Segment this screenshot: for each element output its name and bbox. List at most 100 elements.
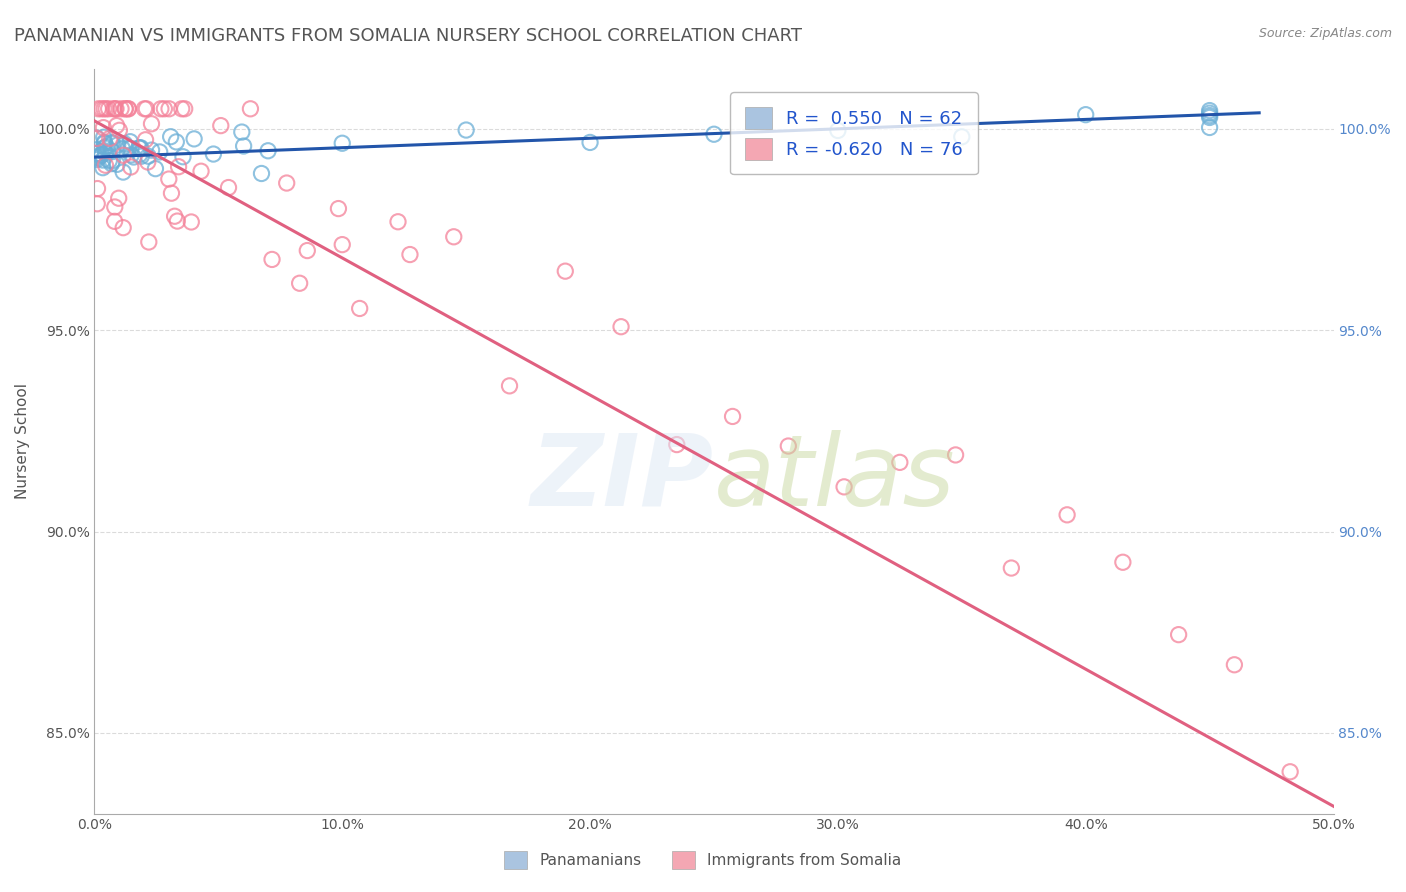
Point: [145, 161, 167, 176]
Point: [778, 439, 800, 453]
Point: [276, 176, 298, 190]
Text: PANAMANIAN VS IMMIGRANTS FROM SOMALIA NURSERY SCHOOL CORRELATION CHART: PANAMANIAN VS IMMIGRANTS FROM SOMALIA NU…: [14, 27, 801, 45]
Point: [239, 102, 262, 116]
Point: [86, 181, 108, 195]
Point: [387, 215, 409, 229]
Point: [105, 157, 128, 171]
Point: [100, 136, 122, 150]
Point: [112, 148, 135, 162]
Point: [160, 186, 183, 201]
Point: [579, 136, 602, 150]
Point: [89, 149, 111, 163]
Point: [138, 235, 160, 249]
Point: [86, 131, 108, 145]
Point: [86, 153, 108, 167]
Point: [250, 166, 273, 180]
Point: [157, 172, 180, 186]
Point: [136, 155, 159, 169]
Point: [98, 153, 121, 168]
Point: [93, 140, 115, 154]
Point: [90, 148, 112, 162]
Point: [1198, 103, 1220, 118]
Point: [945, 448, 967, 462]
Point: [141, 117, 163, 131]
Point: [120, 141, 142, 155]
Legend: Panamanians, Immigrants from Somalia: Panamanians, Immigrants from Somalia: [498, 845, 908, 875]
Point: [117, 141, 139, 155]
Point: [1198, 106, 1220, 120]
Point: [104, 200, 127, 214]
Point: [443, 229, 465, 244]
Point: [166, 214, 188, 228]
Point: [120, 160, 142, 174]
Y-axis label: Nursery School: Nursery School: [15, 383, 30, 499]
Point: [101, 136, 124, 151]
Point: [107, 137, 129, 152]
Point: [135, 102, 157, 116]
Point: [498, 379, 520, 393]
Point: [172, 150, 194, 164]
Point: [349, 301, 371, 316]
Point: [105, 102, 128, 116]
Point: [153, 102, 176, 116]
Point: [260, 252, 283, 267]
Point: [129, 141, 152, 155]
Point: [1198, 109, 1220, 123]
Point: [105, 119, 128, 133]
Point: [110, 102, 132, 116]
Point: [1056, 508, 1078, 522]
Point: [665, 437, 688, 451]
Point: [86, 196, 108, 211]
Point: [96, 139, 118, 153]
Point: [170, 102, 193, 116]
Point: [297, 244, 319, 258]
Point: [128, 147, 150, 161]
Point: [1112, 555, 1135, 569]
Point: [90, 102, 112, 116]
Point: [163, 209, 186, 223]
Point: [1000, 561, 1022, 575]
Point: [112, 165, 135, 179]
Point: [128, 141, 150, 155]
Point: [157, 102, 180, 116]
Point: [131, 149, 153, 163]
Point: [93, 130, 115, 145]
Point: [134, 102, 156, 116]
Point: [90, 147, 112, 161]
Point: [114, 102, 136, 116]
Point: [112, 220, 135, 235]
Legend: R =  0.550   N = 62, R = -0.620   N = 76: R = 0.550 N = 62, R = -0.620 N = 76: [730, 93, 977, 175]
Point: [100, 156, 122, 170]
Point: [832, 480, 855, 494]
Point: [1167, 627, 1189, 641]
Point: [159, 129, 181, 144]
Point: [165, 135, 187, 149]
Point: [456, 123, 478, 137]
Point: [209, 119, 232, 133]
Point: [149, 102, 172, 116]
Point: [91, 161, 114, 175]
Point: [202, 147, 225, 161]
Point: [1198, 120, 1220, 135]
Point: [111, 142, 134, 156]
Point: [1334, 786, 1357, 800]
Point: [721, 409, 744, 424]
Text: Source: ZipAtlas.com: Source: ZipAtlas.com: [1258, 27, 1392, 40]
Point: [180, 215, 202, 229]
Point: [120, 135, 142, 149]
Point: [91, 153, 114, 167]
Point: [117, 102, 139, 116]
Text: atlas: atlas: [714, 430, 956, 527]
Point: [231, 125, 253, 139]
Point: [149, 145, 172, 159]
Point: [94, 146, 117, 161]
Point: [86, 131, 108, 145]
Point: [218, 180, 240, 194]
Point: [107, 191, 129, 205]
Point: [98, 131, 121, 145]
Point: [328, 202, 350, 216]
Point: [1198, 111, 1220, 125]
Point: [94, 102, 117, 116]
Point: [889, 455, 911, 469]
Point: [135, 133, 157, 147]
